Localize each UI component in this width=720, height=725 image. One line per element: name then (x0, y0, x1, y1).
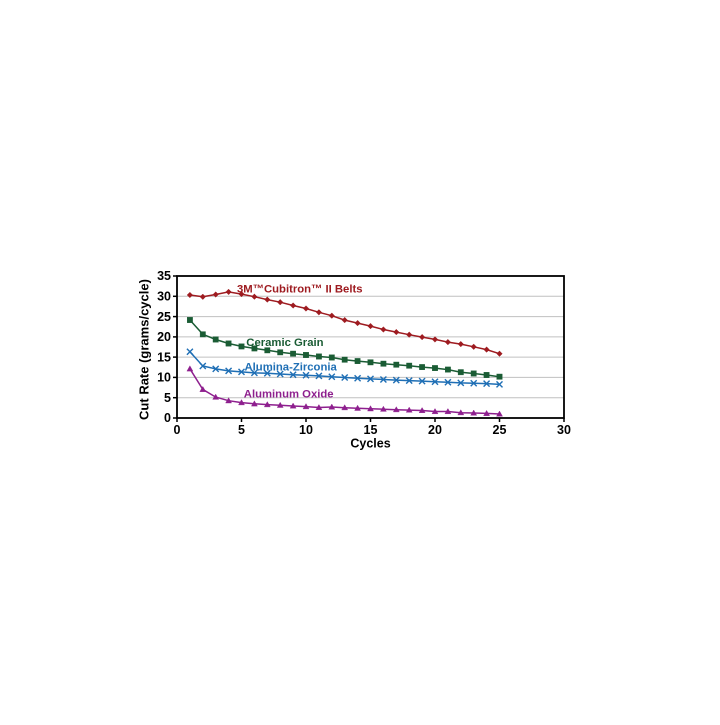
svg-text:5: 5 (164, 391, 171, 405)
svg-text:25: 25 (493, 423, 507, 437)
svg-text:15: 15 (364, 423, 378, 437)
svg-text:3M™Cubitron™ II Belts: 3M™Cubitron™ II Belts (237, 284, 363, 296)
svg-text:10: 10 (157, 371, 171, 385)
svg-text:25: 25 (157, 310, 171, 324)
svg-text:10: 10 (299, 423, 313, 437)
svg-text:20: 20 (157, 330, 171, 344)
svg-text:Aluminum Oxide: Aluminum Oxide (244, 388, 334, 400)
svg-text:15: 15 (157, 350, 171, 364)
svg-text:0: 0 (174, 423, 181, 437)
svg-text:30: 30 (157, 290, 171, 304)
svg-text:Ceramic Grain: Ceramic Grain (246, 337, 323, 349)
svg-text:Cycles: Cycles (350, 437, 390, 451)
svg-text:35: 35 (157, 269, 171, 283)
svg-text:0: 0 (164, 411, 171, 425)
svg-text:30: 30 (557, 423, 571, 437)
svg-text:5: 5 (238, 423, 245, 437)
svg-text:20: 20 (428, 423, 442, 437)
svg-text:Alumina-Zirconia: Alumina-Zirconia (245, 361, 338, 373)
svg-text:Cut Rate (grams/cycle): Cut Rate (grams/cycle) (137, 279, 152, 420)
